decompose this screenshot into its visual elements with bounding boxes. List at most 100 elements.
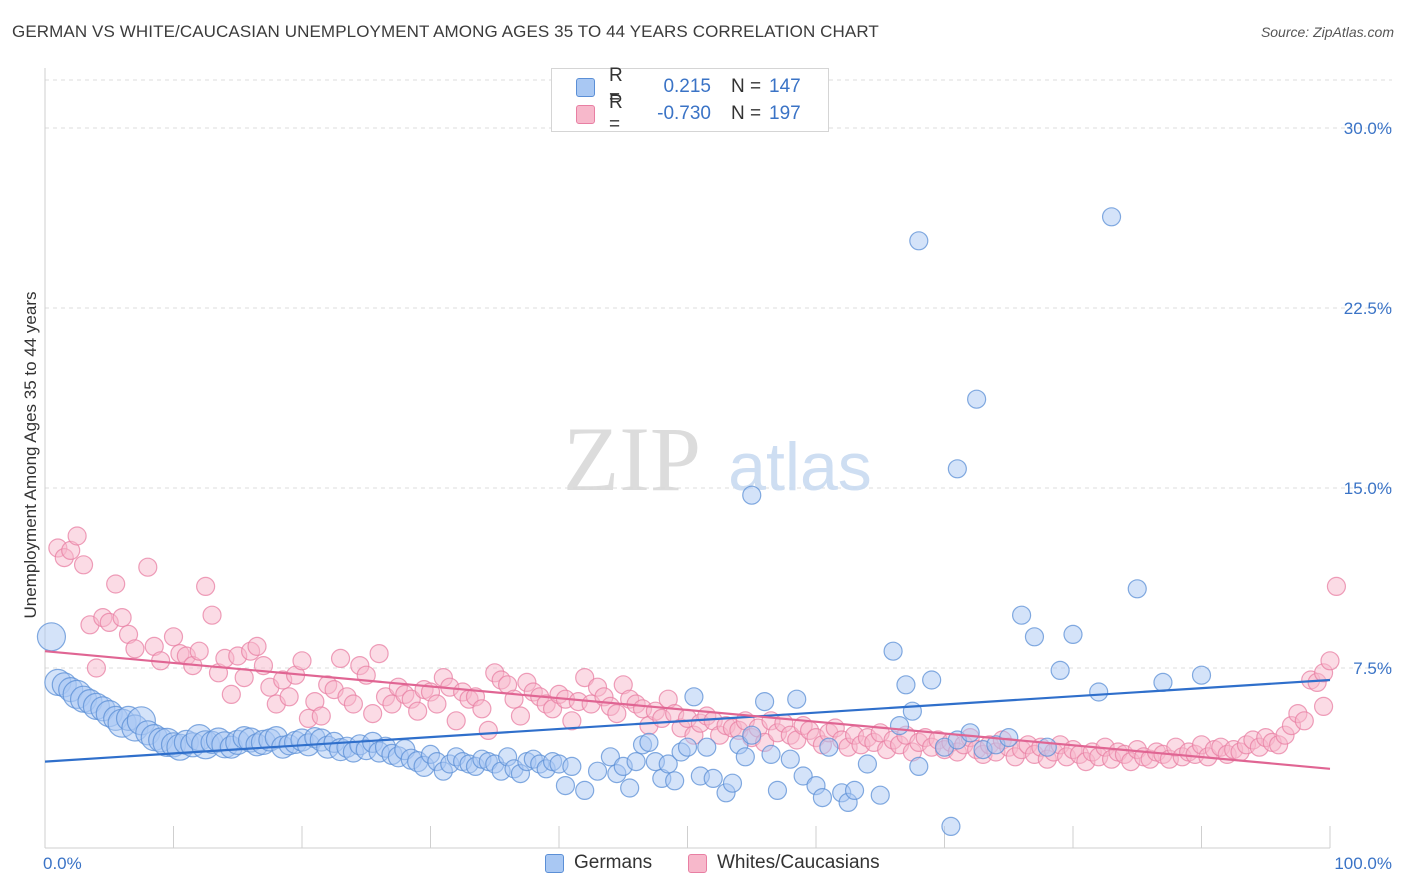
point-german xyxy=(1011,605,1032,625)
chart-source: Source: ZipAtlas.com xyxy=(1260,24,1394,40)
legend-r-label: R = xyxy=(609,65,623,108)
point-white xyxy=(234,667,254,688)
point-german xyxy=(36,622,67,652)
point-german xyxy=(844,780,865,801)
point-german xyxy=(909,756,929,777)
point-white xyxy=(279,687,299,707)
trend-line-germans xyxy=(44,678,1331,763)
legend-row-whites: R = -0.730 N = 197 xyxy=(576,92,801,135)
point-german xyxy=(665,771,685,791)
point-german xyxy=(1127,579,1147,599)
point-german xyxy=(1063,624,1083,645)
x-tick-label: 100.0% xyxy=(1334,854,1392,873)
point-white xyxy=(1320,651,1340,671)
legend-r-value: -0.730 xyxy=(657,103,711,124)
y-tick-label: 15.0% xyxy=(1344,479,1392,498)
watermark: ZIP atlas xyxy=(563,408,872,510)
bottom-legend-label: Whites/Caucasians xyxy=(717,852,880,873)
point-white xyxy=(472,699,492,719)
point-german xyxy=(889,715,910,736)
point-white xyxy=(311,706,331,726)
bottom-swatch-germans xyxy=(545,853,564,873)
point-white xyxy=(363,703,383,724)
y-tick-label: 30.0% xyxy=(1344,119,1392,138)
point-german xyxy=(999,727,1019,748)
point-white xyxy=(73,555,94,575)
point-white xyxy=(112,607,132,628)
point-german xyxy=(703,768,723,789)
point-white xyxy=(247,636,267,657)
trend-line-whites xyxy=(44,650,1331,770)
point-german xyxy=(1037,737,1057,757)
x-tick-label: 0.0% xyxy=(43,854,82,873)
point-german xyxy=(909,231,929,251)
point-german xyxy=(902,701,922,721)
point-white xyxy=(408,701,428,721)
point-german xyxy=(1089,682,1109,702)
point-white xyxy=(478,720,498,741)
y-tick-label: 22.5% xyxy=(1344,299,1392,318)
legend-r-label: R = xyxy=(609,92,623,135)
series-germans xyxy=(36,207,1212,837)
legend-swatch-germans xyxy=(576,77,595,97)
point-german xyxy=(780,749,800,769)
bottom-legend-germans[interactable]: Germans xyxy=(545,852,652,874)
point-white xyxy=(1294,711,1314,731)
point-german xyxy=(870,785,890,805)
point-german xyxy=(742,725,762,745)
point-german xyxy=(722,773,743,793)
point-white xyxy=(221,684,241,705)
point-white xyxy=(446,711,466,731)
bottom-swatch-whites xyxy=(688,853,707,873)
y-tick-labels: 7.5% 15.0% 22.5% 30.0% xyxy=(1344,119,1392,678)
point-german xyxy=(896,675,916,695)
point-german xyxy=(1050,660,1070,681)
point-white xyxy=(125,639,145,659)
point-german xyxy=(787,689,807,709)
legend-r-value: 0.215 xyxy=(663,76,711,97)
point-german xyxy=(626,751,646,772)
point-german xyxy=(684,687,704,707)
bottom-legend-label: Germans xyxy=(574,852,653,873)
point-german xyxy=(742,485,762,505)
point-german xyxy=(941,816,961,837)
point-german xyxy=(960,723,980,743)
point-german xyxy=(947,459,967,479)
y-tick-label: 7.5% xyxy=(1353,659,1392,678)
point-white xyxy=(196,576,216,597)
point-german xyxy=(587,761,608,781)
grid-lines xyxy=(45,79,1392,669)
point-white xyxy=(106,574,126,594)
point-german xyxy=(1101,207,1122,227)
point-white xyxy=(427,694,447,714)
point-white xyxy=(1313,696,1334,717)
point-german xyxy=(620,778,640,798)
point-german xyxy=(1191,665,1212,685)
point-german xyxy=(967,389,987,409)
point-german xyxy=(767,780,788,801)
point-white xyxy=(330,648,351,669)
point-white xyxy=(163,627,184,647)
point-white xyxy=(67,526,87,546)
point-white xyxy=(1326,576,1347,597)
point-white xyxy=(382,694,402,714)
point-white xyxy=(369,643,389,664)
point-white xyxy=(292,651,312,671)
point-german xyxy=(562,756,582,777)
point-white xyxy=(138,557,158,577)
point-white xyxy=(575,667,595,688)
point-german xyxy=(793,766,813,786)
legend-n-value: 147 xyxy=(769,76,801,97)
x-tick-labels: 0.0% 100.0% xyxy=(43,854,1392,873)
point-german xyxy=(658,754,678,774)
bottom-legend-whites[interactable]: Whites/Caucasians xyxy=(688,852,880,874)
point-white xyxy=(189,641,209,661)
point-german xyxy=(819,737,839,757)
point-german xyxy=(677,737,698,757)
point-white xyxy=(86,658,107,678)
point-german xyxy=(857,754,878,774)
point-german xyxy=(697,737,717,757)
correlation-legend: R = 0.215 N = 147 R = -0.730 N = 197 xyxy=(551,65,829,135)
